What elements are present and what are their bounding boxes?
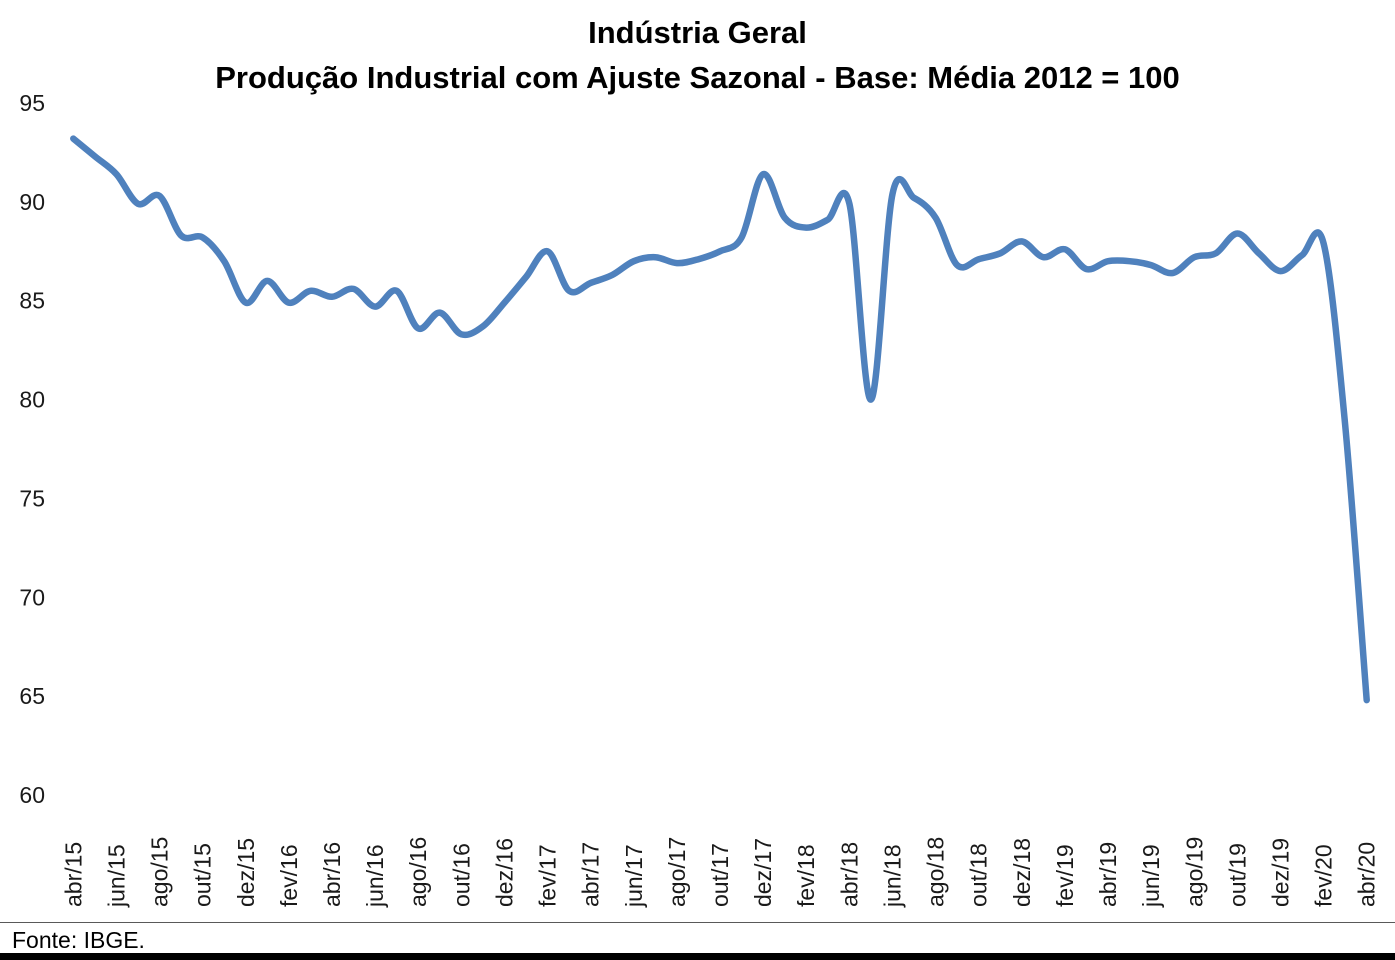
x-tick-label: out/19 <box>1224 843 1250 907</box>
y-tick-label: 90 <box>19 189 45 215</box>
x-tick-label: dez/19 <box>1267 838 1293 907</box>
y-tick-label: 85 <box>19 288 45 314</box>
x-tick-label: abr/15 <box>60 842 86 907</box>
x-tick-label: jun/18 <box>879 844 905 908</box>
chart-title: Indústria Geral Produção Industrial com … <box>0 10 1395 100</box>
x-tick-label: abr/19 <box>1095 842 1121 907</box>
y-tick-label: 75 <box>19 485 45 511</box>
x-tick-label: dez/15 <box>233 838 259 907</box>
footer-divider <box>0 922 1395 923</box>
x-tick-label: fev/17 <box>535 844 561 907</box>
series-line <box>70 135 1370 704</box>
chart-title-line1: Indústria Geral <box>588 15 807 50</box>
chart-title-line2: Produção Industrial com Ajuste Sazonal -… <box>215 60 1180 95</box>
y-axis-labels: 95 90 85 80 75 70 65 60 <box>19 90 45 808</box>
x-tick-label: abr/16 <box>319 842 345 907</box>
x-tick-label: abr/20 <box>1354 842 1380 907</box>
y-tick-label: 80 <box>19 387 45 413</box>
y-tick-label: 60 <box>19 782 45 808</box>
x-tick-label: ago/18 <box>923 837 949 907</box>
x-tick-label: fev/20 <box>1311 844 1337 907</box>
x-axis-labels: abr/15 jun/15 ago/15 out/15 dez/15 fev/16 abr/… <box>60 837 1379 908</box>
x-tick-label: jun/16 <box>362 844 388 908</box>
source-note: Fonte: IBGE. <box>12 927 145 953</box>
x-tick-label: abr/18 <box>836 842 862 907</box>
x-tick-label: dez/18 <box>1009 838 1035 907</box>
x-tick-label: out/15 <box>190 843 216 907</box>
x-tick-label: out/16 <box>448 843 474 907</box>
x-tick-label: abr/17 <box>578 842 604 907</box>
x-tick-label: ago/15 <box>147 837 173 907</box>
y-tick-label: 70 <box>19 584 45 610</box>
x-tick-label: ago/16 <box>405 837 431 907</box>
bottom-border-bar <box>0 953 1395 960</box>
x-tick-label: jun/15 <box>103 844 129 908</box>
x-tick-label: dez/16 <box>491 838 517 907</box>
x-tick-label: dez/17 <box>750 838 776 907</box>
x-tick-label: fev/16 <box>276 844 302 907</box>
y-tick-label: 95 <box>19 90 45 116</box>
y-tick-label: 65 <box>19 683 45 709</box>
x-tick-label: fev/19 <box>1052 844 1078 907</box>
x-tick-label: out/18 <box>966 843 992 907</box>
x-tick-label: jun/19 <box>1138 844 1164 908</box>
x-tick-label: fev/18 <box>793 844 819 907</box>
x-tick-label: out/17 <box>707 843 733 907</box>
x-tick-label: jun/17 <box>621 844 647 908</box>
x-tick-label: ago/19 <box>1181 837 1207 907</box>
x-tick-label: ago/17 <box>664 837 690 907</box>
